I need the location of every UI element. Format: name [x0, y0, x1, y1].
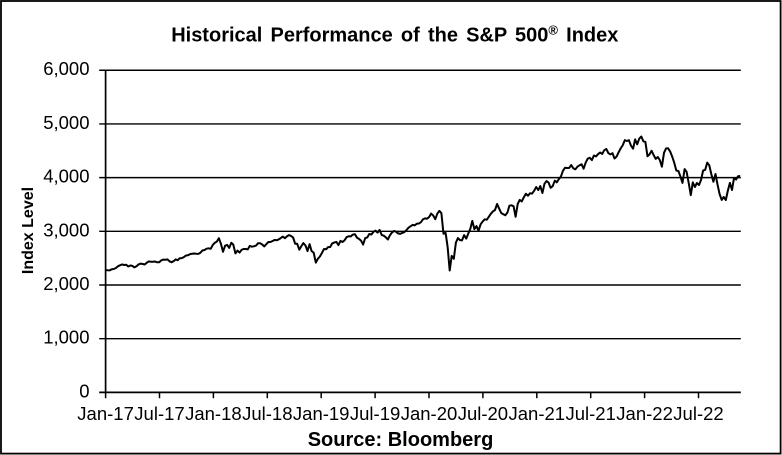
- svg-text:Jul-18: Jul-18: [242, 403, 292, 424]
- svg-text:Jan-19: Jan-19: [293, 403, 350, 424]
- svg-text:Jan-22: Jan-22: [616, 403, 673, 424]
- svg-text:Index Level: Index Level: [20, 187, 37, 274]
- svg-text:4,000: 4,000: [43, 166, 89, 187]
- svg-text:Jul-17: Jul-17: [134, 403, 184, 424]
- svg-text:Jan-21: Jan-21: [509, 403, 566, 424]
- svg-text:Jul-19: Jul-19: [350, 403, 400, 424]
- svg-text:1,000: 1,000: [43, 327, 89, 348]
- svg-text:Jan-18: Jan-18: [185, 403, 242, 424]
- svg-text:Source: Bloomberg: Source: Bloomberg: [308, 429, 494, 451]
- svg-text:Jul-20: Jul-20: [458, 403, 508, 424]
- svg-text:3,000: 3,000: [43, 219, 89, 240]
- svg-text:Jan-20: Jan-20: [401, 403, 458, 424]
- svg-text:Historical Performance of the: Historical Performance of the S&P 500® I…: [171, 23, 618, 47]
- svg-text:Jan-17: Jan-17: [77, 403, 134, 424]
- svg-text:6,000: 6,000: [43, 58, 89, 79]
- svg-text:Jul-22: Jul-22: [673, 403, 723, 424]
- svg-text:Jul-21: Jul-21: [566, 403, 616, 424]
- svg-text:0: 0: [79, 380, 89, 401]
- svg-text:5,000: 5,000: [43, 112, 89, 133]
- svg-text:2,000: 2,000: [43, 273, 89, 294]
